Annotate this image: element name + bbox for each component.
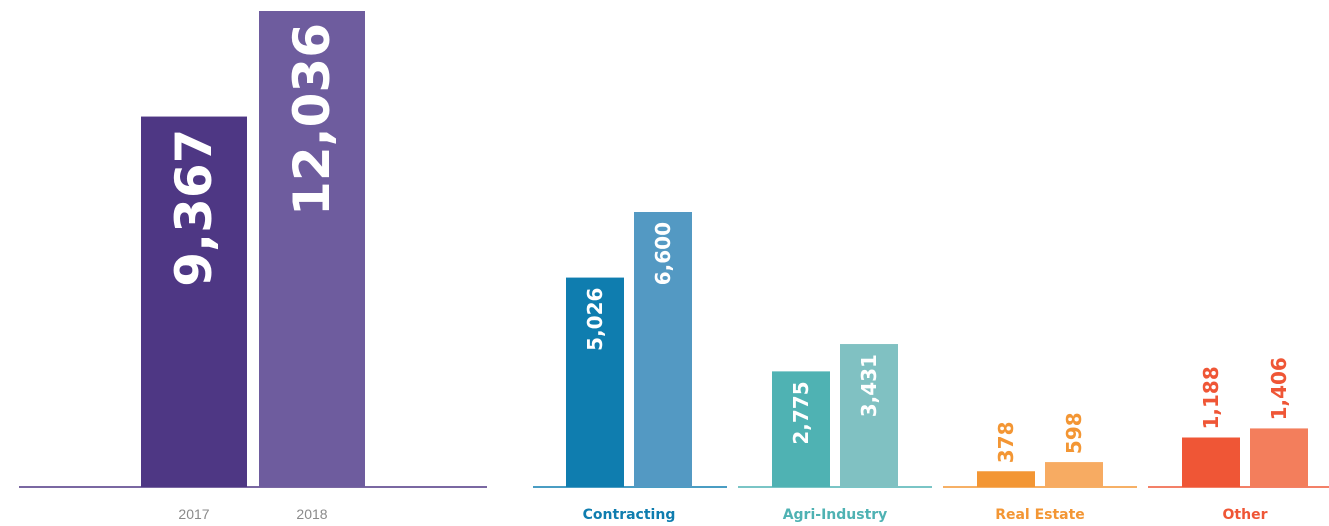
sector-bar-value-label: 1,406 — [1267, 357, 1291, 420]
year-label: 2017 — [178, 506, 209, 522]
sector-bar-contracting — [634, 212, 692, 487]
sector-bar-agri-industry — [840, 344, 898, 487]
sector-bar-other — [1182, 437, 1240, 487]
sector-bar-value-label: 6,600 — [651, 222, 675, 285]
sector-bar-value-label: 378 — [994, 422, 1018, 464]
sector-category-label: Other — [1223, 507, 1268, 523]
sector-bar-value-label: 1,188 — [1199, 366, 1223, 429]
sector-category-label: Agri-Industry — [783, 507, 888, 523]
sector-bar-contracting — [566, 277, 624, 487]
total-bar-value-label: 12,036 — [283, 23, 341, 216]
sector-category-label: Real Estate — [995, 507, 1085, 523]
sector-category-label: Contracting — [583, 507, 676, 523]
sector-bar-value-label: 2,775 — [789, 381, 813, 444]
sector-bar-real-estate — [977, 471, 1035, 487]
total-bar-2017 — [141, 116, 247, 487]
total-bar-2018 — [259, 11, 365, 487]
sector-bar-value-label: 598 — [1062, 412, 1086, 454]
sector-bar-value-label: 3,431 — [857, 354, 881, 417]
sector-bar-value-label: 5,026 — [583, 288, 607, 351]
total-bar-value-label: 9,367 — [165, 129, 223, 287]
year-label: 2018 — [296, 506, 327, 522]
sector-bar-real-estate — [1045, 462, 1103, 487]
sector-bar-agri-industry — [772, 371, 830, 487]
sector-bar-other — [1250, 428, 1308, 487]
